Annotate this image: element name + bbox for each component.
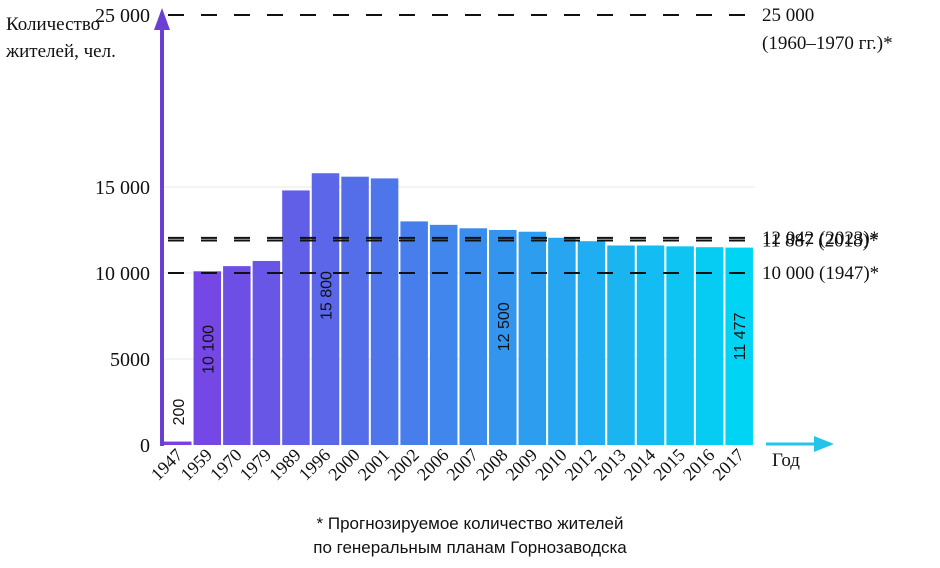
bar-2012	[577, 241, 606, 445]
reference-label-line2: (1960–1970 гг.)*	[762, 33, 893, 54]
reference-label: 10 000 (1947)*	[762, 263, 879, 284]
bars	[164, 173, 753, 446]
bar-2002	[400, 221, 428, 445]
bar-2001	[370, 178, 399, 445]
x-axis-title: Год	[772, 450, 800, 471]
bar-2014	[636, 245, 665, 445]
bar-value-label: 12 500	[496, 302, 513, 351]
bar-2016	[695, 247, 724, 445]
y-tick-label: 10 000	[95, 263, 150, 285]
x-tick-label: 2012	[561, 445, 601, 485]
reference-label: 25 000	[762, 5, 814, 26]
x-tick-label: 2017	[708, 445, 748, 485]
x-tick-label: 2010	[531, 445, 571, 485]
footnote-line-1: * Прогнозируемое количество жителей	[316, 514, 624, 533]
bar-2008	[489, 230, 517, 445]
bar-1959	[193, 271, 222, 445]
footnote-line-2: по генеральным планам Горнозаводска	[313, 538, 627, 557]
x-tick-label: 2016	[679, 445, 719, 485]
bar-1947	[164, 441, 192, 445]
x-tick-label: 2009	[502, 445, 542, 485]
population-bar-chart: 25 000 (1960–1970 гг.)* 12 042 (2023)*11 8…	[5, 5, 893, 485]
x-tick-labels: 1947195919701979198919962000200120022006…	[147, 445, 748, 485]
bar-1996	[311, 173, 340, 446]
bar-1979	[252, 260, 281, 445]
reference-lines: 25 000 (1960–1970 гг.)* 12 042 (2023)*11 8…	[168, 5, 893, 284]
x-tick-label: 2002	[383, 445, 423, 485]
x-tick-label: 1959	[177, 445, 217, 485]
x-tick-label: 2001	[354, 445, 394, 485]
x-tick-label: 1979	[236, 445, 276, 485]
bar-value-label: 11 477	[732, 312, 749, 360]
axes: Количество жителей, чел. Год	[5, 8, 834, 471]
y-tick-label: 25 000	[95, 5, 150, 27]
x-tick-label: 2014	[620, 445, 660, 485]
y-tick-label: 15 000	[95, 177, 150, 199]
bar-value-label: 15 800	[319, 271, 336, 320]
x-tick-label: 2007	[442, 445, 482, 485]
reference-label: 11 887 (2018)*	[762, 231, 878, 252]
x-tick-label: 2000	[324, 445, 364, 485]
bar-2013	[607, 245, 635, 445]
x-tick-label: 1996	[295, 445, 335, 485]
x-tick-label: 2008	[472, 445, 512, 485]
bar-value-labels: 200 10 100 15 800 12 500 11 477	[171, 271, 749, 425]
x-tick-label: 1989	[265, 445, 305, 485]
y-axis-title-line1: Количество	[6, 14, 100, 35]
x-axis-arrow-icon	[814, 436, 834, 452]
x-tick-label: 2006	[413, 445, 453, 485]
bar-value-label: 10 100	[200, 325, 217, 374]
bar-2006	[429, 224, 458, 445]
bar-1970	[223, 266, 251, 445]
bar-value-label: 200	[171, 399, 188, 426]
x-tick-label: 1947	[147, 445, 187, 485]
bar-1989	[282, 190, 310, 445]
y-tick-labels: 0 5000 10 000 15 000 25 000	[95, 5, 150, 457]
bar-2007	[459, 228, 487, 445]
bar-2015	[666, 246, 694, 445]
y-tick-label: 0	[140, 435, 150, 457]
bar-2010	[548, 237, 576, 445]
x-tick-label: 2013	[590, 445, 630, 485]
bar-2017	[725, 247, 753, 445]
reference-label: 12 042 (2023)*	[762, 228, 879, 249]
bar-2009	[518, 231, 547, 445]
y-tick-label: 5000	[110, 349, 150, 371]
bar-2000	[341, 176, 369, 445]
y-axis-title-line2: жителей, чел.	[5, 41, 116, 62]
y-axis-arrow-icon	[154, 8, 170, 30]
x-tick-label: 1970	[206, 445, 246, 485]
x-tick-label: 2015	[649, 445, 689, 485]
